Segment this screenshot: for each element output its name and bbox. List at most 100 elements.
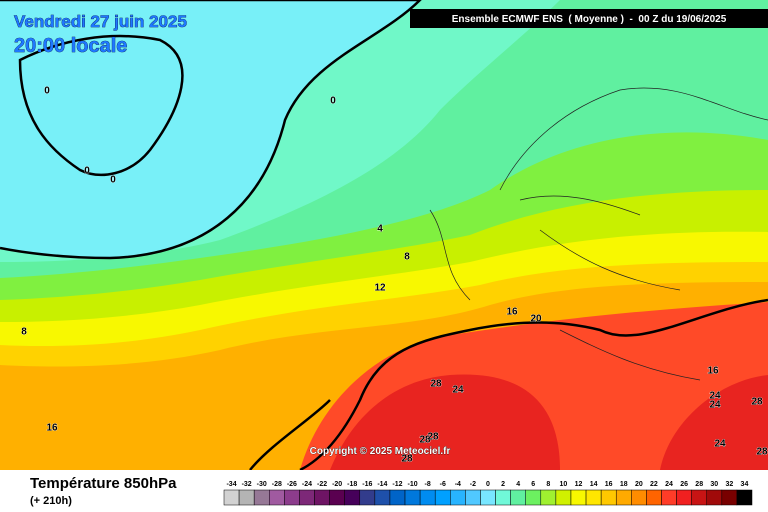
coastlines	[0, 0, 768, 472]
scale-label: 16	[605, 481, 613, 488]
scale-label: 4	[516, 481, 520, 488]
contour-label: 0	[44, 86, 50, 97]
contour-label: 28	[427, 432, 439, 443]
field-very-hot	[330, 374, 560, 470]
scale-swatch	[419, 489, 436, 506]
copyright: Copyright © 2025 Meteociel.fr	[310, 446, 451, 457]
scale-label: 30	[710, 481, 718, 488]
field-very-hot	[660, 375, 768, 470]
coastline	[299, 298, 768, 472]
scale-label: -10	[408, 481, 418, 488]
scale-label: 12	[575, 481, 583, 488]
contour-label: 24	[709, 391, 721, 402]
field-cold	[0, 0, 420, 258]
scale-label: -16	[362, 481, 372, 488]
scale-swatch	[676, 489, 692, 506]
scale-label: 0	[486, 481, 490, 488]
scale-label: -2	[470, 481, 476, 488]
contour-label: 20	[530, 314, 542, 325]
scale-swatch	[404, 489, 421, 506]
scale-swatch	[284, 489, 300, 506]
scale-label: 14	[590, 481, 598, 488]
scale-swatch	[480, 489, 496, 506]
scale-label: -32	[242, 481, 252, 488]
scale-swatch	[721, 489, 738, 506]
scale-swatch	[389, 489, 406, 506]
scale-label: 26	[680, 481, 688, 488]
temperature-field	[0, 0, 768, 470]
scale-label: 18	[620, 481, 628, 488]
scale-label: -28	[272, 481, 282, 488]
coastline	[249, 399, 331, 471]
contour-label: 12	[374, 283, 386, 294]
contour-labels: 0 0 0 0 4 8 12 8 16 20 16 28 24 16 24 24…	[21, 85, 768, 465]
scale-swatch	[555, 489, 572, 506]
scale-swatch	[359, 489, 376, 506]
scale-swatch	[253, 489, 270, 506]
scale-swatch	[510, 489, 526, 506]
contour-label: 16	[506, 307, 518, 318]
model-label: Ensemble ECMWF ENS ( Moyenne ) - 00 Z du…	[452, 14, 727, 25]
scale-label: -30	[257, 481, 267, 488]
contour-label: 24	[452, 385, 464, 396]
scale-swatch	[540, 489, 557, 506]
borders	[429, 87, 768, 381]
scale-label: -22	[317, 481, 327, 488]
contour-label: 28	[751, 397, 763, 408]
scale-label: -14	[377, 481, 387, 488]
contour-label: 16	[707, 366, 719, 377]
scale-label: -24	[302, 481, 312, 488]
scale-swatch	[615, 489, 632, 506]
contour-label: 28	[419, 435, 431, 446]
scale-label: -4	[455, 481, 461, 488]
scale-label: 20	[635, 481, 643, 488]
scale-label: 8	[546, 481, 550, 488]
scale-swatch	[434, 489, 451, 506]
contour-label: 24	[709, 400, 721, 411]
scale-swatch	[465, 489, 481, 506]
scale-swatch	[269, 489, 285, 506]
scale-swatch	[223, 489, 240, 506]
scale-swatch	[585, 489, 602, 506]
scale-swatch	[661, 489, 677, 506]
scale-swatch	[238, 489, 255, 506]
contour-label: 16	[46, 423, 58, 434]
scale-label: 32	[725, 481, 733, 488]
scale-swatch	[329, 489, 345, 506]
scale-swatch	[600, 489, 617, 506]
date-label: Vendredi 27 juin 2025	[14, 12, 187, 31]
scale-label: 24	[665, 481, 673, 488]
scale-label: -6	[440, 481, 446, 488]
scale-label: -26	[287, 481, 297, 488]
footer-lead: (+ 210h)	[30, 495, 72, 507]
scale-swatch	[706, 489, 723, 506]
contour-label: 28	[401, 454, 413, 465]
contour-label: 0	[84, 166, 90, 177]
scale-swatch	[646, 489, 662, 506]
scale-swatch	[450, 489, 466, 506]
contour-label: 4	[377, 224, 383, 235]
model-banner	[410, 9, 768, 28]
contour-label: 8	[404, 252, 410, 263]
scale-label: -34	[226, 481, 236, 488]
contour-label: 28	[430, 379, 442, 390]
contour-label: 28	[756, 447, 768, 458]
scale-label: 28	[695, 481, 703, 488]
time-label: 20:00 locale	[14, 35, 127, 57]
scale-swatch	[299, 489, 315, 506]
coastline	[18, 34, 184, 177]
coastline	[0, 0, 422, 260]
contour-label: 24	[714, 439, 726, 450]
color-scale: -34 -32 -30 -28 -26 -24 -22 -20 -18 -16 -14 -12 -10-…	[223, 481, 753, 506]
scale-swatch	[570, 489, 587, 506]
scale-label: -18	[347, 481, 357, 488]
scale-label: 22	[650, 481, 658, 488]
contour-label: 8	[21, 327, 27, 338]
scale-swatch	[374, 489, 391, 506]
contour-label: 0	[110, 175, 116, 186]
scale-label: -12	[392, 481, 402, 488]
contour-label: 0	[330, 96, 336, 107]
scale-label: -8	[425, 481, 431, 488]
